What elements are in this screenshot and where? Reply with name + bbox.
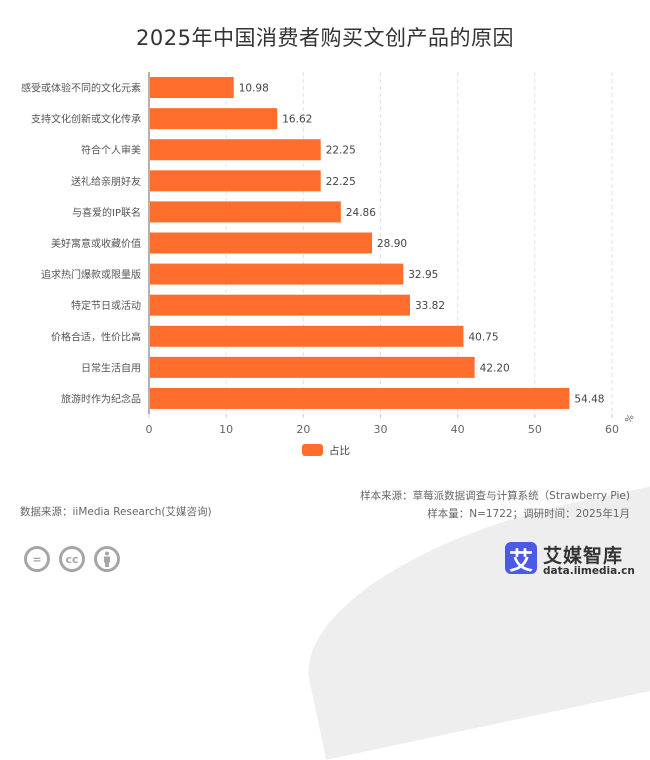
bar: [150, 356, 475, 378]
category-label: 支持文化创新或文化传承: [31, 113, 141, 126]
category-label: 与喜爱的IP联名: [72, 206, 141, 219]
data-label: 32.95: [408, 269, 438, 281]
data-label: 22.25: [326, 145, 356, 157]
category-label: 日常生活自用: [81, 361, 141, 374]
bar: [150, 263, 404, 285]
x-axis-unit-label: %: [624, 412, 637, 425]
person-glyph: [104, 551, 110, 567]
data-label: 54.48: [574, 393, 604, 405]
category-label: 感受或体验不同的文化元素: [21, 82, 141, 95]
data-label: 33.82: [415, 300, 445, 312]
category-label: 特定节日或活动: [71, 299, 141, 312]
category-label: 送礼给亲朋好友: [71, 175, 141, 188]
data-source: 数据来源：iiMedia Research(艾媒咨询): [20, 506, 212, 518]
cc-icon: cc: [59, 546, 85, 572]
sample-info: 样本量：N=1722；调研时间：2025年1月: [427, 508, 630, 520]
data-label: 10.98: [239, 83, 269, 95]
category-label: 旅游时作为纪念品: [61, 392, 141, 405]
x-tick-label: 20: [296, 423, 310, 436]
nd-icon: =: [24, 546, 50, 572]
category-label: 追求热门爆款或限量版: [41, 268, 141, 281]
bar: [150, 108, 278, 130]
bar-chart: 0 10 20 30 40 50 60% 感受或体验不同的文化元素 10.98 支持文化创新或文化…: [21, 72, 637, 457]
x-tick-label: 50: [528, 423, 542, 436]
bar: [150, 294, 410, 316]
data-label: 16.62: [282, 114, 312, 126]
bar: [150, 201, 341, 223]
data-label: 28.90: [377, 238, 407, 250]
data-label: 22.25: [326, 176, 356, 188]
sample-source: 样本来源：草莓派数据调查与计算系统（Strawberry Pie): [360, 490, 630, 502]
iimedia-logo-icon: 艾: [505, 542, 537, 575]
x-tick-label: 40: [451, 423, 465, 436]
bar: [150, 325, 464, 347]
bar: [150, 232, 373, 254]
by-icon: [94, 546, 120, 572]
category-label: 美好寓意或收藏价值: [51, 237, 141, 250]
bar: [150, 387, 570, 409]
data-label: 24.86: [346, 207, 376, 219]
x-tick-label: 0: [146, 423, 153, 436]
x-tick-label: 60: [605, 423, 619, 436]
brand-name: 艾媒智库: [543, 545, 624, 567]
bar: [150, 139, 321, 161]
data-label: 42.20: [480, 362, 510, 374]
x-tick-label: 30: [374, 423, 388, 436]
x-tick-label: 10: [219, 423, 233, 436]
category-label: 符合个人审美: [81, 144, 141, 157]
data-label: 40.75: [468, 331, 498, 343]
legend-label: 占比: [329, 444, 350, 457]
category-label: 价格合适，性价比高: [51, 330, 141, 343]
bar: [150, 170, 321, 192]
brand-url: data.iimedia.cn: [543, 565, 635, 577]
bar: [150, 77, 234, 99]
legend-swatch: [302, 444, 323, 456]
chart-title: 2025年中国消费者购买文创产品的原因: [136, 26, 514, 50]
